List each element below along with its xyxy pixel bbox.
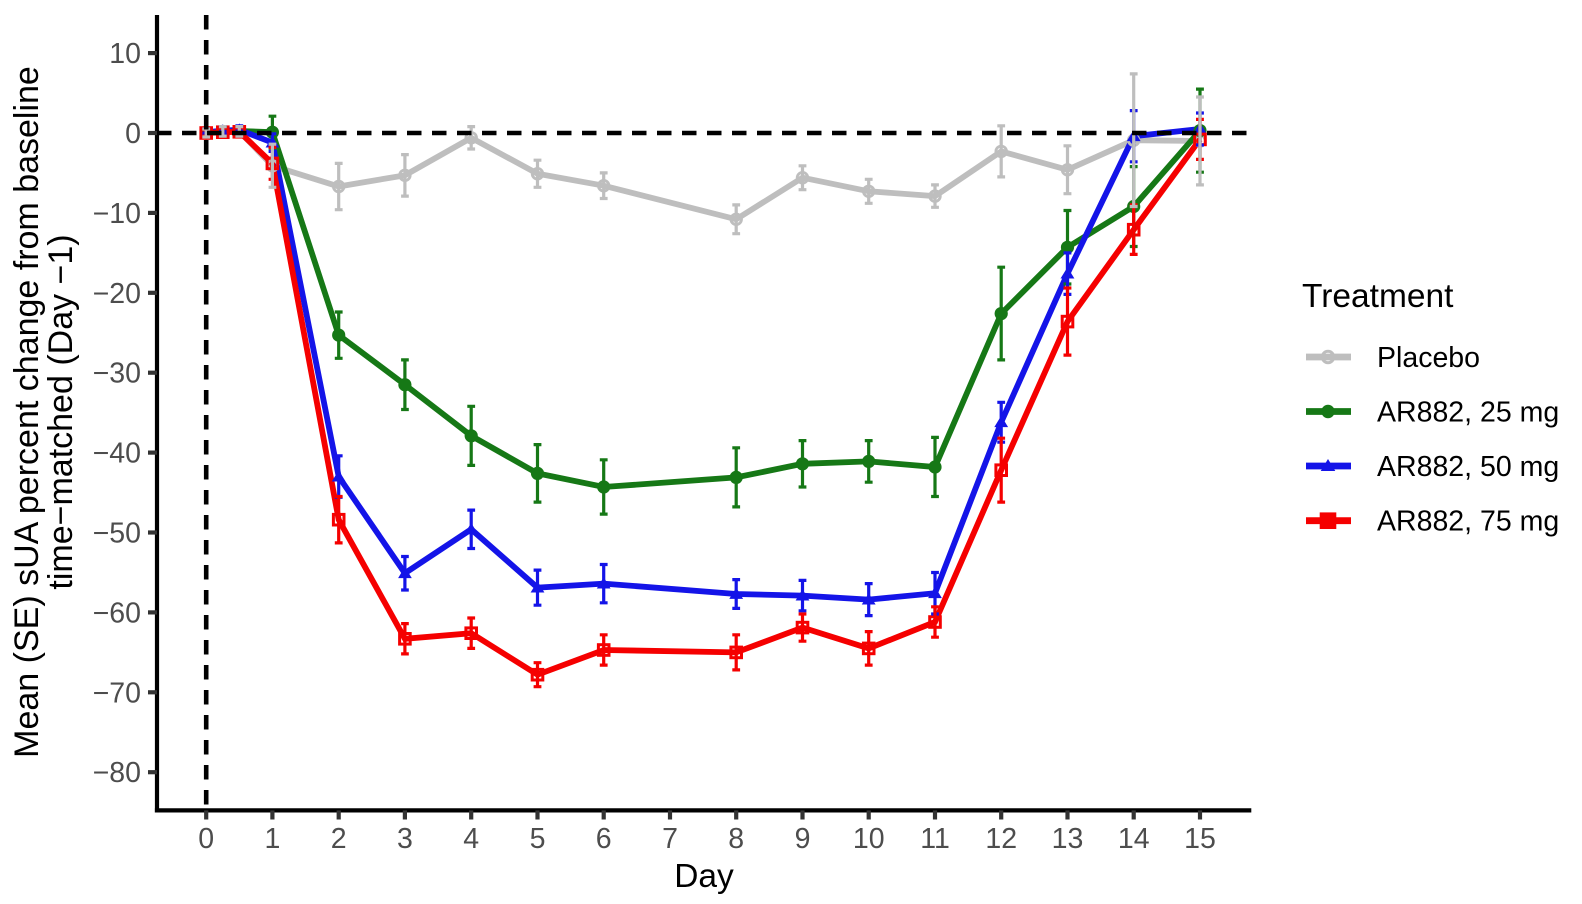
svg-text:13: 13 <box>1052 823 1084 855</box>
svg-text:14: 14 <box>1118 823 1150 855</box>
svg-text:−30: −30 <box>93 358 141 390</box>
svg-text:time−matched (Day −1): time−matched (Day −1) <box>42 234 80 589</box>
svg-text:−60: −60 <box>93 597 141 629</box>
svg-text:11: 11 <box>920 823 950 855</box>
svg-text:−70: −70 <box>93 677 141 709</box>
svg-text:5: 5 <box>530 823 546 855</box>
svg-text:0: 0 <box>198 823 214 855</box>
svg-text:−40: −40 <box>93 438 141 470</box>
svg-text:Mean (SE) sUA percent change f: Mean (SE) sUA percent change from baseli… <box>8 66 46 758</box>
svg-text:AR882, 75 mg: AR882, 75 mg <box>1377 506 1559 538</box>
svg-text:8: 8 <box>728 823 744 855</box>
svg-text:12: 12 <box>985 823 1017 855</box>
svg-text:2: 2 <box>331 823 347 855</box>
svg-text:Treatment: Treatment <box>1302 278 1454 315</box>
svg-text:−10: −10 <box>93 198 141 230</box>
svg-text:AR882, 50 mg: AR882, 50 mg <box>1377 451 1559 483</box>
svg-text:Placebo: Placebo <box>1377 342 1480 374</box>
svg-text:4: 4 <box>463 823 479 855</box>
svg-text:−50: −50 <box>93 518 141 550</box>
svg-text:6: 6 <box>596 823 612 855</box>
svg-text:−80: −80 <box>93 757 141 789</box>
svg-text:−20: −20 <box>93 278 141 310</box>
svg-text:9: 9 <box>795 823 811 855</box>
svg-text:Day: Day <box>674 858 734 895</box>
svg-text:15: 15 <box>1184 823 1216 855</box>
svg-text:10: 10 <box>109 38 141 70</box>
svg-text:1: 1 <box>264 823 280 855</box>
svg-text:10: 10 <box>853 823 885 855</box>
svg-text:7: 7 <box>662 823 678 855</box>
svg-text:AR882, 25 mg: AR882, 25 mg <box>1377 397 1559 429</box>
svg-text:0: 0 <box>125 118 141 150</box>
svg-text:3: 3 <box>397 823 413 855</box>
